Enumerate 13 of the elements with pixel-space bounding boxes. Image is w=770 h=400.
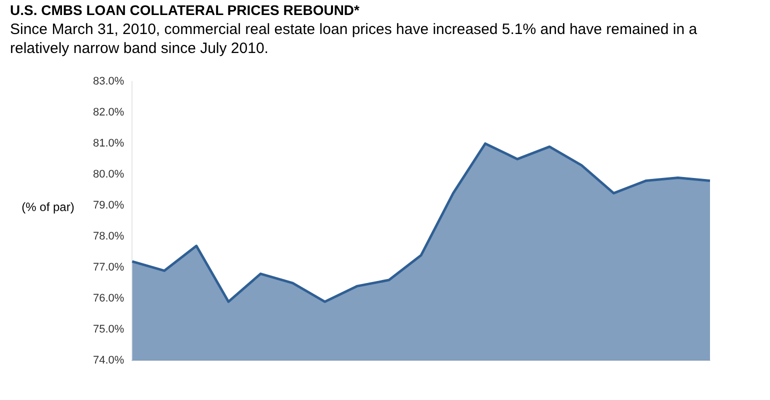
chart-title: U.S. CMBS LOAN COLLATERAL PRICES REBOUND* xyxy=(10,2,360,18)
y-tick-label: 80.0% xyxy=(92,168,124,181)
y-tick-label: 82.0% xyxy=(92,106,124,119)
y-tick-label: 78.0% xyxy=(92,230,124,243)
chart-subtitle: Since March 31, 2010, commercial real estate loan prices have increased 5.1% and have remained in a relatively narrow band since July 2010. xyxy=(10,20,698,58)
y-tick-label: 81.0% xyxy=(92,138,124,150)
y-tick-label: 76.0% xyxy=(92,292,124,305)
y-tick-label: 79.0% xyxy=(92,200,124,212)
y-tick-label: 74.0% xyxy=(92,354,124,367)
y-tick-label: 75.0% xyxy=(92,324,124,336)
y-tick-label: 83.0% xyxy=(92,76,124,88)
y-tick-label: 77.0% xyxy=(92,262,124,274)
y-axis-title: (% of par) xyxy=(20,200,76,214)
